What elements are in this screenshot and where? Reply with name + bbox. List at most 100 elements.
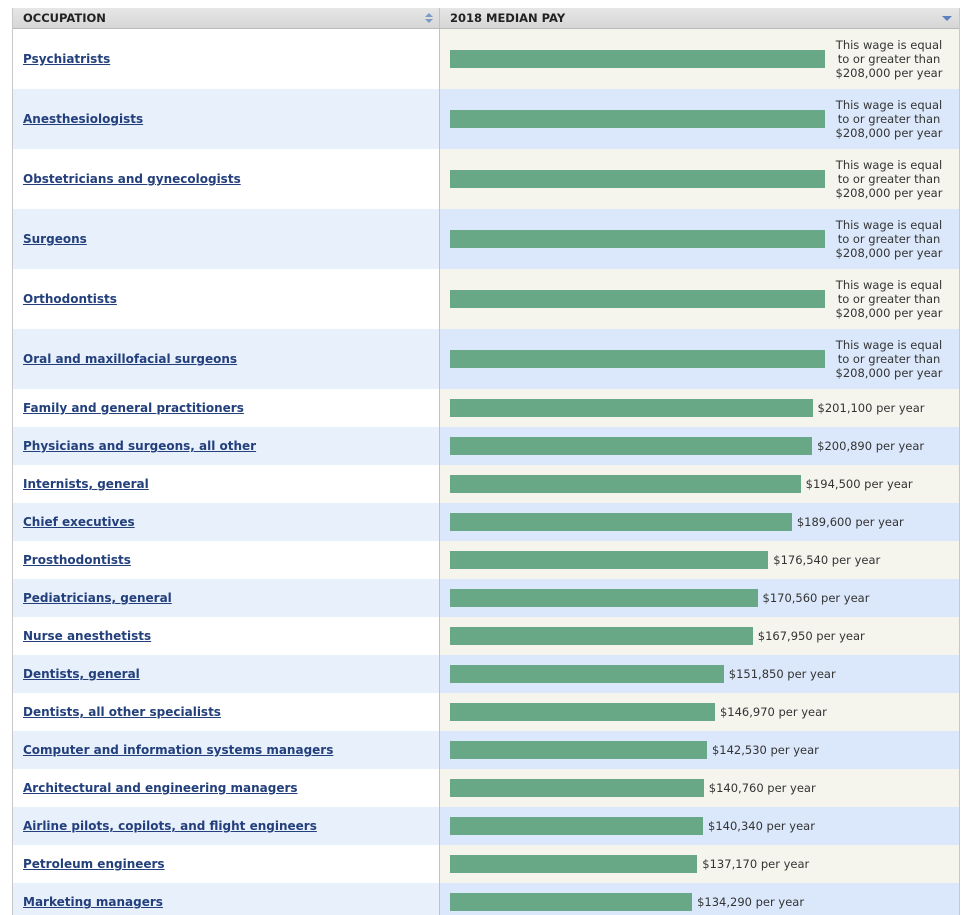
- occupation-cell: Dentists, all other specialists: [13, 693, 440, 731]
- pay-bar: [450, 703, 715, 721]
- occupation-cell: Computer and information systems manager…: [13, 731, 440, 769]
- occupation-cell: Surgeons: [13, 209, 440, 269]
- pay-label: $201,100 per year: [817, 401, 925, 415]
- pay-label: This wage is equal to or greater than $2…: [835, 158, 943, 200]
- pay-cell: $151,850 per year: [440, 655, 959, 693]
- occupation-cell: Physicians and surgeons, all other: [13, 427, 440, 465]
- pay-label: $134,290 per year: [697, 895, 805, 909]
- pay-bar: [450, 855, 698, 873]
- pay-label: $146,970 per year: [719, 705, 827, 719]
- pay-label: $140,760 per year: [708, 781, 816, 795]
- occupation-link[interactable]: Internists, general: [23, 477, 149, 491]
- table-row: Computer and information systems manager…: [13, 731, 959, 769]
- occupation-link[interactable]: Obstetricians and gynecologists: [23, 172, 241, 186]
- pay-cell: $189,600 per year: [440, 503, 959, 541]
- occupation-cell: Oral and maxillofacial surgeons: [13, 329, 440, 389]
- pay-bar: [450, 110, 825, 128]
- pay-bar: [450, 50, 825, 68]
- occupation-cell: Nurse anesthetists: [13, 617, 440, 655]
- occupation-link[interactable]: Petroleum engineers: [23, 857, 165, 871]
- occupation-link[interactable]: Orthodontists: [23, 292, 117, 306]
- pay-label: $189,600 per year: [796, 515, 904, 529]
- pay-cell: $201,100 per year: [440, 389, 959, 427]
- pay-bar: [450, 399, 813, 417]
- pay-bar: [450, 741, 707, 759]
- pay-cell: This wage is equal to or greater than $2…: [440, 149, 959, 209]
- occupation-cell: Marketing managers: [13, 883, 440, 915]
- header-label: 2018 MEDIAN PAY: [450, 11, 566, 25]
- occupation-link[interactable]: Psychiatrists: [23, 52, 111, 66]
- occupation-link[interactable]: Architectural and engineering managers: [23, 781, 298, 795]
- occupation-cell: Anesthesiologists: [13, 89, 440, 149]
- occupation-link[interactable]: Physicians and surgeons, all other: [23, 439, 257, 453]
- table-row: Obstetricians and gynecologists This wage…: [13, 149, 959, 209]
- sort-icon: [942, 16, 952, 21]
- occupation-link[interactable]: Surgeons: [23, 232, 87, 246]
- pay-cell: This wage is equal to or greater than $2…: [440, 269, 959, 329]
- occupation-cell: Psychiatrists: [13, 29, 440, 89]
- pay-label: This wage is equal to or greater than $2…: [835, 38, 943, 80]
- table-row: Surgeons This wage is equal to or greater…: [13, 209, 959, 269]
- pay-bar: [450, 817, 704, 835]
- pay-cell: $142,530 per year: [440, 731, 959, 769]
- occupation-link[interactable]: Airline pilots, copilots, and flight eng…: [23, 819, 317, 833]
- table-row: Airline pilots, copilots, and flight eng…: [13, 807, 959, 845]
- pay-cell: $194,500 per year: [440, 465, 959, 503]
- pay-cell: $134,290 per year: [440, 883, 959, 915]
- pay-label: This wage is equal to or greater than $2…: [835, 278, 943, 320]
- table-row: Psychiatrists This wage is equal to or gr…: [13, 29, 959, 89]
- occupation-cell: Chief executives: [13, 503, 440, 541]
- pay-bar: [450, 513, 792, 531]
- occupation-link[interactable]: Dentists, general: [23, 667, 140, 681]
- occupation-link[interactable]: Prosthodontists: [23, 553, 131, 567]
- occupation-cell: Internists, general: [13, 465, 440, 503]
- table-row: Internists, general $194,500 per year: [13, 465, 959, 503]
- pay-bar: [450, 551, 769, 569]
- pay-cell: $137,170 per year: [440, 845, 959, 883]
- pay-cell: $167,950 per year: [440, 617, 959, 655]
- occupation-link[interactable]: Anesthesiologists: [23, 112, 144, 126]
- pay-label: $170,560 per year: [762, 591, 870, 605]
- table-row: Oral and maxillofacial surgeons This wage…: [13, 329, 959, 389]
- header-cell[interactable]: OCCUPATION: [13, 8, 440, 28]
- pay-label: This wage is equal to or greater than $2…: [835, 98, 943, 140]
- pay-label: $137,170 per year: [702, 857, 810, 871]
- table-row: Physicians and surgeons, all other $200,8…: [13, 427, 959, 465]
- pay-cell: $176,540 per year: [440, 541, 959, 579]
- occupation-link[interactable]: Nurse anesthetists: [23, 629, 152, 643]
- table-row: Dentists, general $151,850 per year: [13, 655, 959, 693]
- table-row: Dentists, all other specialists $146,970 …: [13, 693, 959, 731]
- header-cell[interactable]: 2018 MEDIAN PAY: [440, 8, 959, 28]
- pay-label: $200,890 per year: [817, 439, 925, 453]
- pay-bar: [450, 665, 724, 683]
- pay-bar: [450, 589, 758, 607]
- pay-bar: [450, 893, 693, 911]
- occupation-link[interactable]: Oral and maxillofacial surgeons: [23, 352, 238, 366]
- table-header: OCCUPATION 2018 MEDIAN PAY: [13, 8, 959, 29]
- pay-cell: This wage is equal to or greater than $2…: [440, 329, 959, 389]
- table-row: Chief executives $189,600 per year: [13, 503, 959, 541]
- pay-label: $151,850 per year: [728, 667, 836, 681]
- table-row: Family and general practitioners $201,100…: [13, 389, 959, 427]
- pay-cell: $140,760 per year: [440, 769, 959, 807]
- pay-cell: This wage is equal to or greater than $2…: [440, 209, 959, 269]
- occupation-link[interactable]: Family and general practitioners: [23, 401, 244, 415]
- occupation-cell: Dentists, general: [13, 655, 440, 693]
- occupation-link[interactable]: Chief executives: [23, 515, 135, 529]
- pay-cell: $200,890 per year: [440, 427, 959, 465]
- table-body: Psychiatrists This wage is equal to or gr…: [13, 29, 959, 915]
- occupation-cell: Prosthodontists: [13, 541, 440, 579]
- table-row: Pediatricians, general $170,560 per year: [13, 579, 959, 617]
- pay-bar: [450, 290, 825, 308]
- pay-label: This wage is equal to or greater than $2…: [835, 218, 943, 260]
- occupation-link[interactable]: Dentists, all other specialists: [23, 705, 221, 719]
- occupation-link[interactable]: Computer and information systems manager…: [23, 743, 334, 757]
- occupation-cell: Architectural and engineering managers: [13, 769, 440, 807]
- occupation-cell: Orthodontists: [13, 269, 440, 329]
- pay-label: $140,340 per year: [708, 819, 815, 833]
- occupation-link[interactable]: Marketing managers: [23, 895, 163, 909]
- table-row: Petroleum engineers $137,170 per year: [13, 845, 959, 883]
- occupation-link[interactable]: Pediatricians, general: [23, 591, 172, 605]
- pay-label: $194,500 per year: [805, 477, 913, 491]
